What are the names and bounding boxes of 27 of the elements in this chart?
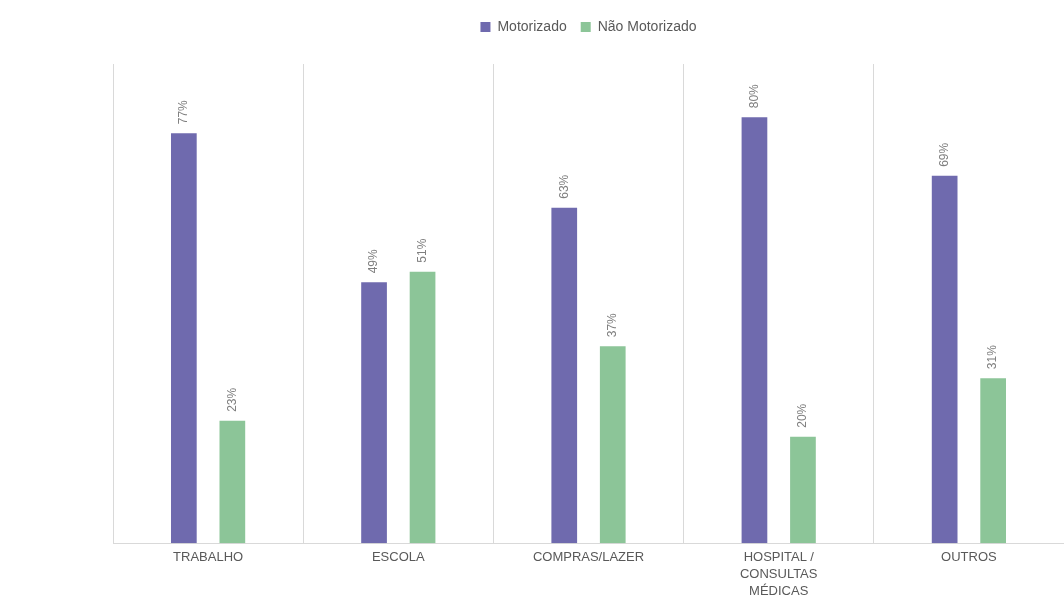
bar bbox=[361, 282, 387, 544]
data-label: 63% bbox=[556, 174, 571, 199]
bar bbox=[790, 436, 816, 544]
bar bbox=[171, 133, 197, 544]
data-label: 49% bbox=[366, 249, 381, 274]
bar bbox=[980, 378, 1006, 544]
x-tick-label: OUTROS bbox=[941, 549, 998, 565]
data-label: 37% bbox=[605, 312, 620, 338]
data-label: 69% bbox=[936, 142, 951, 167]
legend-label: Motorizado bbox=[497, 17, 567, 34]
bar bbox=[931, 175, 958, 544]
bar bbox=[409, 271, 436, 544]
bar bbox=[741, 117, 768, 544]
x-tick-label: ESCOLA bbox=[371, 549, 425, 565]
legend-label: Não Motorizado bbox=[597, 17, 697, 34]
x-tick-label: TRABALHO bbox=[173, 549, 244, 565]
data-label: 80% bbox=[746, 83, 761, 109]
data-label: 51% bbox=[414, 238, 429, 263]
bar bbox=[599, 346, 626, 544]
bar bbox=[219, 420, 246, 544]
bar bbox=[551, 207, 578, 544]
data-label: 31% bbox=[985, 344, 1000, 370]
data-label: 77% bbox=[176, 99, 191, 125]
data-label: 20% bbox=[795, 403, 810, 428]
x-tick-label: COMPRAS/LAZER bbox=[532, 549, 645, 565]
x-tick-label: HOSPITAL / CONSULTAS MÉDICAS bbox=[739, 549, 818, 599]
data-label: 23% bbox=[224, 387, 239, 412]
